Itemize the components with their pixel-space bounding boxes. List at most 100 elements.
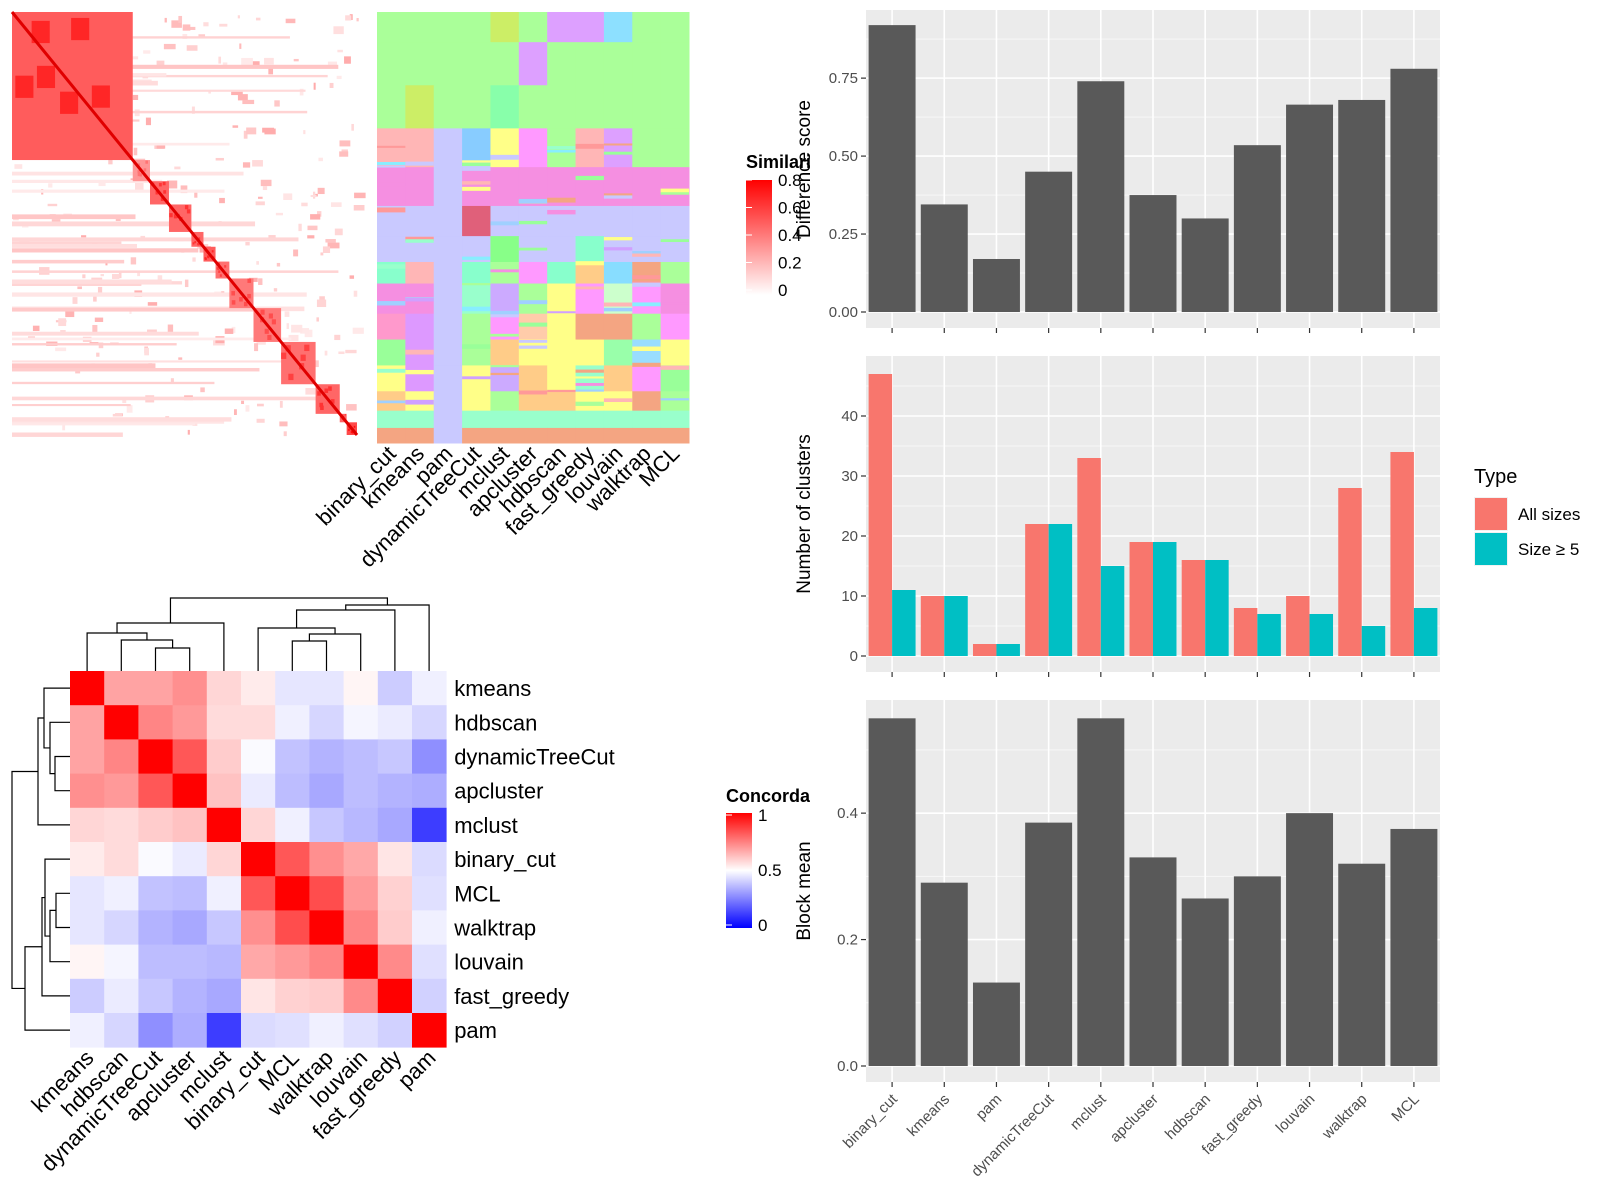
concordance-cell xyxy=(377,807,413,843)
assignment-cell xyxy=(490,12,520,43)
concordance-cell xyxy=(104,671,139,706)
similarity-noise xyxy=(241,400,245,405)
concordance-column-dendrogram xyxy=(86,597,430,671)
similarity-streak xyxy=(12,396,326,401)
similarity-noise xyxy=(112,413,123,417)
similarity-block-texture xyxy=(198,237,201,240)
similarity-noise xyxy=(310,194,317,198)
similarity-noise xyxy=(145,117,152,126)
assignment-stripe xyxy=(660,239,689,243)
assignment-cell xyxy=(518,85,548,129)
concordance-legend-tick-label: 1 xyxy=(758,806,767,825)
assignment-stripe xyxy=(405,239,434,243)
concordance-row-label: pam xyxy=(454,1018,497,1043)
similarity-noise xyxy=(65,311,75,318)
assignment-cell xyxy=(547,391,577,412)
assignment-cell xyxy=(575,339,605,366)
assignment-cell xyxy=(547,427,577,444)
assignment-cell xyxy=(660,167,690,207)
similarity-block-texture xyxy=(211,250,214,253)
similarity-colorbar xyxy=(746,180,772,295)
y-tick-label: 0.25 xyxy=(829,226,858,243)
similarity-noise xyxy=(305,388,316,395)
assignment-cell xyxy=(603,42,633,86)
bar-size-ge-5 xyxy=(1309,614,1334,656)
similarity-noise xyxy=(317,211,322,217)
bar xyxy=(972,982,1020,1066)
similarity-matrix-panel xyxy=(10,11,366,437)
y-tick-label: 0.00 xyxy=(829,304,858,321)
assignment-stripe xyxy=(603,398,633,403)
assignment-cell xyxy=(433,410,463,429)
similarity-noise xyxy=(279,400,283,408)
similarity-noise xyxy=(286,323,289,329)
similarity-noise xyxy=(339,140,351,147)
dendrogram-branch xyxy=(169,597,389,623)
assignment-cell xyxy=(462,339,491,366)
similarity-streak xyxy=(12,179,163,184)
assignment-cell xyxy=(632,339,662,366)
similarity-noise xyxy=(81,235,87,238)
assignment-stripe xyxy=(518,300,548,305)
similarity-block-texture xyxy=(247,293,251,299)
concordance-cell xyxy=(70,807,105,843)
cluster-assignment-labels: binary_cutkmeanspamdynamicTreeCutmclusta… xyxy=(311,441,684,572)
concordance-cell xyxy=(309,978,344,1014)
similarity-noise xyxy=(285,18,296,24)
similarity-noise xyxy=(180,185,188,194)
bar xyxy=(1390,68,1438,312)
similarity-block-texture xyxy=(243,301,248,307)
concordance-cell xyxy=(309,876,344,911)
similarity-noise xyxy=(345,15,352,21)
similarity-noise xyxy=(256,418,265,423)
assignment-cell xyxy=(490,391,520,412)
similarity-streak xyxy=(12,89,306,92)
bar-all-sizes xyxy=(868,374,893,656)
bar-size-ge-5 xyxy=(1257,614,1281,656)
assignment-cell xyxy=(490,42,520,86)
similarity-block-texture xyxy=(231,300,236,305)
similarity-noise xyxy=(219,197,225,204)
similarity-noise xyxy=(111,274,120,279)
bar xyxy=(868,25,916,312)
assignment-cell xyxy=(462,12,491,43)
similarity-noise xyxy=(288,334,299,342)
similarity-streak xyxy=(12,292,307,297)
similarity-noise xyxy=(171,20,182,28)
x-tick-label: kmeans xyxy=(904,1091,953,1140)
similarity-noise xyxy=(283,193,293,200)
bar xyxy=(1025,171,1073,312)
similarity-streak xyxy=(12,221,256,227)
concordance-cell xyxy=(70,739,105,774)
similarity-noise xyxy=(258,278,263,285)
concordance-cell xyxy=(275,773,310,809)
similarity-noise xyxy=(324,350,328,356)
similarity-legend-tick-label: 0.8 xyxy=(778,171,802,190)
concordance-cell xyxy=(206,807,242,843)
concordance-cell xyxy=(70,671,105,706)
assignment-cell xyxy=(462,85,491,129)
assignment-cell xyxy=(632,261,662,285)
x-tick-label: louvain xyxy=(1273,1091,1319,1137)
concordance-cell xyxy=(309,1013,344,1048)
type-legend-key xyxy=(1475,498,1507,530)
concordance-cell xyxy=(172,705,208,740)
concordance-cell xyxy=(241,807,276,843)
assignment-cell xyxy=(660,410,690,429)
concordance-cell xyxy=(172,910,208,945)
bar-size-ge-5 xyxy=(1048,524,1073,656)
similarity-noise xyxy=(192,257,196,262)
similarity-noise xyxy=(189,26,196,30)
assignment-cell xyxy=(405,85,435,129)
assignment-cell xyxy=(547,42,577,86)
concordance-cell xyxy=(241,876,276,911)
similarity-noise xyxy=(274,100,280,107)
similarity-noise xyxy=(163,43,176,50)
assignment-cell xyxy=(660,339,690,366)
concordance-cell xyxy=(343,1013,379,1048)
similarity-noise xyxy=(291,324,303,333)
similarity-block-texture xyxy=(162,181,166,186)
similarity-noise xyxy=(133,147,138,156)
dendrogram-branch xyxy=(24,946,70,1031)
assignment-cell xyxy=(547,85,577,129)
